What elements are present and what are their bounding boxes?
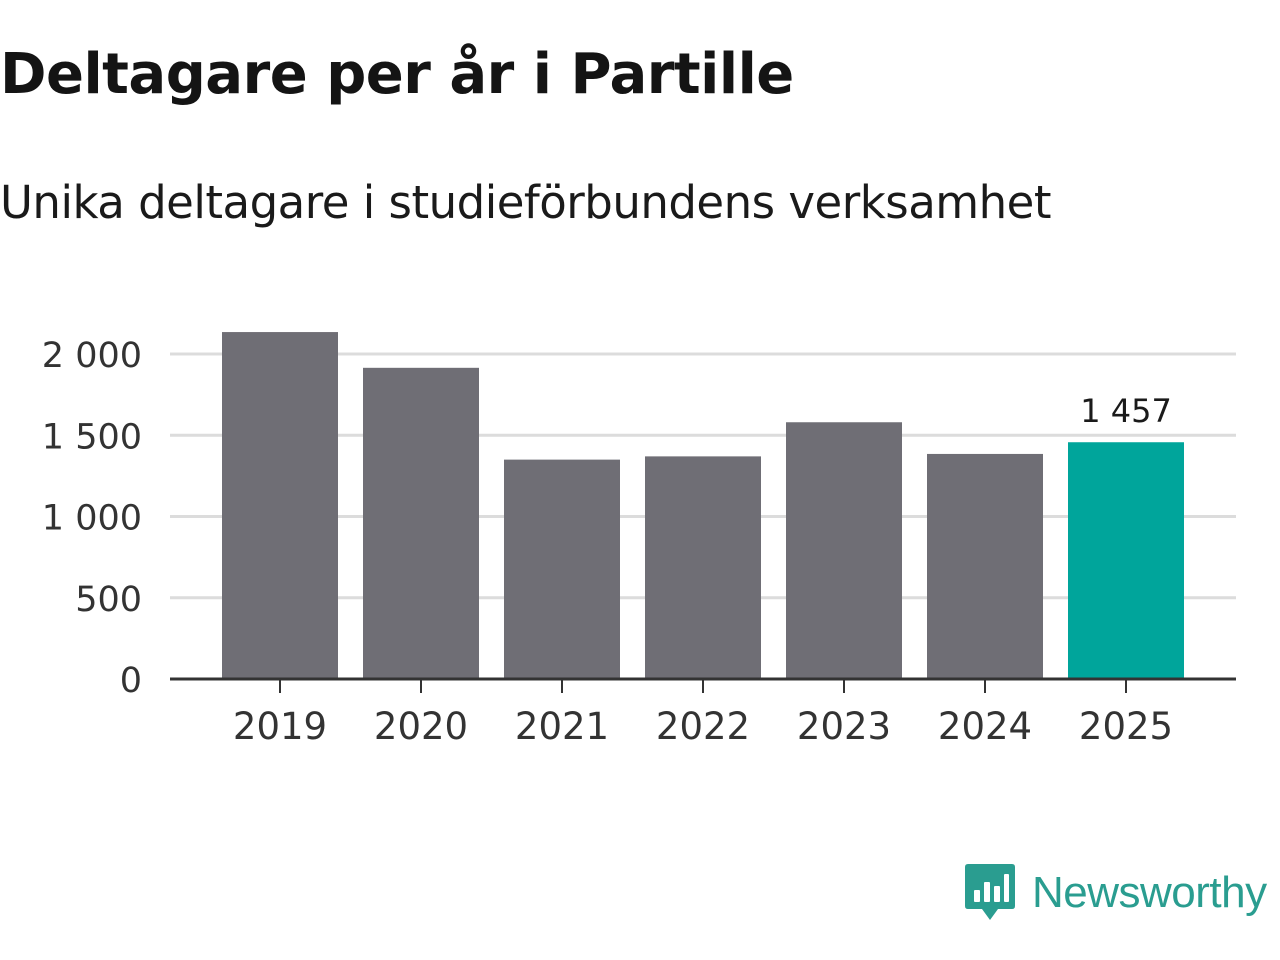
data-label-2025: 1 457 (1080, 392, 1172, 430)
x-axis: 2019 2020 2021 2022 2023 2024 2025 (170, 677, 1236, 748)
bar-2019 (222, 332, 338, 679)
bar-2024 (927, 453, 1043, 679)
bar-2021 (504, 459, 620, 679)
bar-2025 (1068, 442, 1184, 679)
bars (222, 332, 1184, 679)
newsworthy-logo-icon (965, 864, 1015, 920)
x-tick-label: 2019 (233, 705, 327, 748)
x-tick-label: 2021 (515, 705, 609, 748)
x-tick-label: 2020 (374, 705, 468, 748)
y-tick-label: 0 (120, 661, 142, 701)
x-tick-label: 2025 (1079, 705, 1173, 748)
chart-subtitle: Unika deltagare i studieförbundens verks… (0, 176, 1051, 229)
newsworthy-logo: Newsworthy (964, 862, 1267, 924)
bar-2023 (786, 422, 902, 679)
y-tick-label: 1 000 (42, 499, 142, 539)
bar-2022 (645, 456, 761, 679)
x-tick-label: 2024 (938, 705, 1032, 748)
y-tick-label: 1 500 (42, 417, 142, 457)
y-axis-tick-labels: 0 500 1 000 1 500 2 000 (42, 336, 142, 701)
y-tick-label: 2 000 (42, 336, 142, 376)
newsworthy-logo-text: Newsworthy (1032, 868, 1267, 917)
data-labels: 1 457 (1080, 392, 1172, 430)
y-tick-label: 500 (75, 580, 142, 620)
chart-title: Deltagare per år i Partille (0, 42, 794, 107)
bar-2020 (363, 367, 479, 679)
x-tick-label: 2023 (797, 705, 891, 748)
x-tick-label: 2022 (656, 705, 750, 748)
